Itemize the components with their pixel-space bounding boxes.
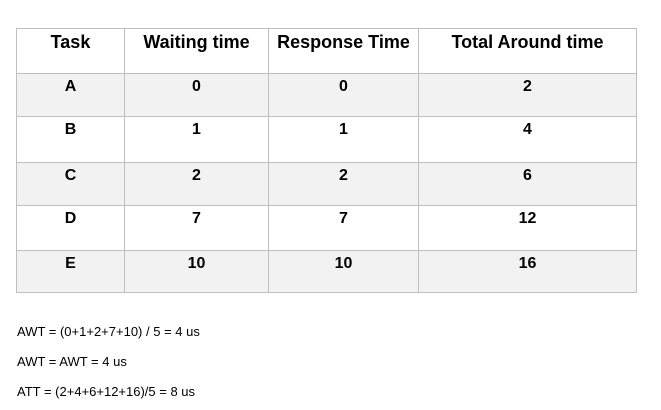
cell-total-around-time: 6 (418, 162, 637, 206)
cell-total-around-time: 12 (418, 205, 637, 251)
cell-waiting-time: 0 (124, 73, 269, 117)
scheduling-table: Task Waiting time Response Time Total Ar… (16, 28, 637, 293)
cell-response-time: 7 (268, 205, 419, 251)
header-task: Task (16, 28, 125, 74)
table-row: D 7 7 12 (16, 205, 637, 251)
cell-task: C (16, 162, 125, 206)
table-row: B 1 1 4 (16, 116, 637, 163)
cell-response-time: 1 (268, 116, 419, 163)
cell-task: B (16, 116, 125, 163)
formula-block: AWT = (0+1+2+7+10) / 5 = 4 us AWT = AWT … (17, 320, 200, 410)
cell-waiting-time: 10 (124, 250, 269, 293)
table-header-row: Task Waiting time Response Time Total Ar… (16, 28, 637, 74)
cell-response-time: 0 (268, 73, 419, 117)
cell-total-around-time: 2 (418, 73, 637, 117)
formula-awt: AWT = (0+1+2+7+10) / 5 = 4 us (17, 324, 200, 339)
cell-total-around-time: 4 (418, 116, 637, 163)
table-row: E 10 10 16 (16, 250, 637, 293)
cell-waiting-time: 7 (124, 205, 269, 251)
cell-task: E (16, 250, 125, 293)
cell-response-time: 2 (268, 162, 419, 206)
cell-total-around-time: 16 (418, 250, 637, 293)
cell-task: A (16, 73, 125, 117)
cell-response-time: 10 (268, 250, 419, 293)
header-response-time: Response Time (268, 28, 419, 74)
header-waiting-time: Waiting time (124, 28, 269, 74)
table-row: C 2 2 6 (16, 162, 637, 206)
cell-waiting-time: 1 (124, 116, 269, 163)
table-row: A 0 0 2 (16, 73, 637, 117)
cell-task: D (16, 205, 125, 251)
formula-art: AWT = AWT = 4 us (17, 354, 127, 369)
formula-att: ATT = (2+4+6+12+16)/5 = 8 us (17, 384, 196, 399)
header-total-around-time: Total Around time (418, 28, 637, 74)
cell-waiting-time: 2 (124, 162, 269, 206)
